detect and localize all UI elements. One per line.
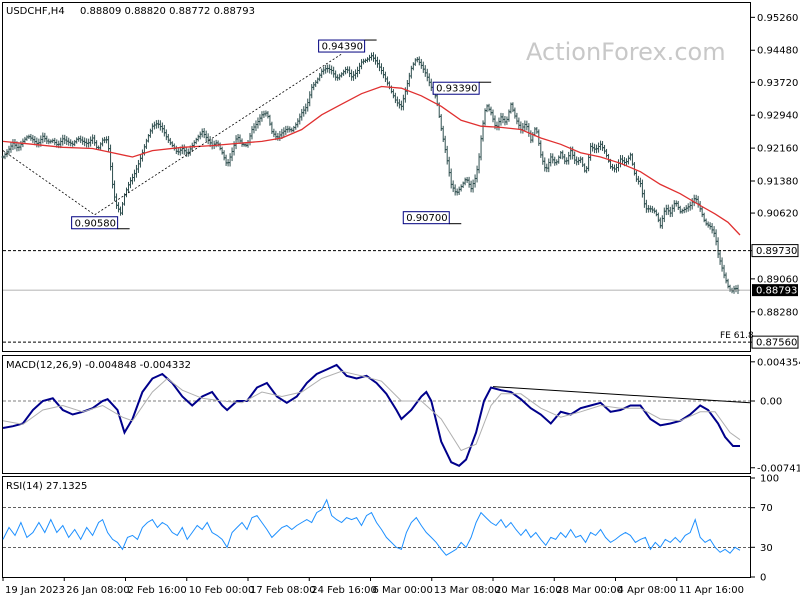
- price-annotations: 0.94390 0.93390 0.90580 0.90700: [71, 39, 492, 230]
- swing-label-box: [71, 216, 119, 230]
- x-tick-label: 19 Jan 2023: [5, 585, 65, 596]
- x-tick-label: 13 Mar 08:00: [434, 585, 501, 596]
- rsi-panel-frame: [2, 476, 751, 578]
- rsi-y-tick-label: 100: [760, 474, 779, 485]
- price-y-tick-label: 0.93720: [757, 78, 798, 89]
- price-y-tick-label: 0.94480: [757, 46, 798, 57]
- x-tick-label: 20 Mar 16:00: [495, 585, 562, 596]
- macd-panel-frame: [2, 355, 751, 474]
- x-tick-label: 28 Mar 00:00: [556, 585, 623, 596]
- macd-lines: [2, 363, 750, 467]
- level-badge: [751, 335, 799, 349]
- macd-y-tick-label: 0.00: [760, 397, 782, 408]
- rsi-title: RSI(14) 27.1325: [6, 481, 87, 492]
- moving-average-path: [2, 85, 741, 236]
- x-tick-label: 2 Feb 16:00: [128, 585, 187, 596]
- macd-y-axis: 0.004354 0.00 -0.007417: [750, 357, 800, 474]
- macd-title: MACD(12,26,9) -0.004848 -0.004332: [6, 360, 191, 371]
- swing-label-text: 0.94390: [322, 42, 363, 53]
- rsi-y-tick-label: 70: [760, 503, 773, 514]
- macd-trendline: [492, 386, 750, 404]
- price-bars: [1, 52, 740, 295]
- swing-label-box: [432, 81, 480, 95]
- time-x-axis: 19 Jan 2023 26 Jan 08:002 Feb 16:00 10 Feb…: [2, 577, 744, 596]
- macd-signal-line: [2, 370, 741, 452]
- x-tick-label: 4 Apr 08:00: [618, 585, 677, 596]
- rsi-line: [2, 498, 741, 556]
- current-price-label: 0.88793: [756, 286, 797, 297]
- price-y-tick-label: 0.90620: [757, 209, 798, 220]
- x-tick-label: 17 Feb 08:00: [250, 585, 316, 596]
- zigzag-line: [2, 53, 342, 216]
- swing-label-box: [402, 211, 450, 225]
- rsi-y-tick-label: 0: [760, 573, 766, 584]
- swing-label-box: [318, 39, 366, 53]
- rsi-y-tick-label: 30: [760, 543, 773, 554]
- rsi-lines: [2, 498, 750, 556]
- price-y-tick-label: 0.91380: [757, 177, 798, 188]
- level-note: FE 61.8: [720, 331, 754, 341]
- x-tick-label: 24 Feb 16:00: [311, 585, 377, 596]
- price-y-tick-label: 0.88280: [757, 307, 798, 318]
- swing-label-text: 0.90580: [75, 218, 116, 229]
- price-y-tick-label: 0.89060: [757, 274, 798, 285]
- price-y-tick-label: 0.95260: [757, 13, 798, 24]
- macd-y-tick-label: -0.007417: [757, 463, 800, 474]
- macd-line: [2, 363, 740, 467]
- swing-label-text: 0.93390: [436, 84, 477, 95]
- price-y-tick-label: 0.92160: [757, 144, 798, 155]
- moving-average-line: [2, 85, 741, 236]
- price-y-tick-label: 0.92940: [757, 111, 798, 122]
- price-y-axis: 0.95260 0.94480 0.93720 0.92940 0.92160 0.913…: [750, 13, 798, 318]
- chart-symbol-title: USDCHF,H4: [6, 6, 65, 17]
- current-price-badge: [752, 284, 798, 297]
- level-label: 0.89730: [756, 246, 797, 257]
- level-badge: [751, 244, 799, 258]
- watermark-text: ActionForex.com: [526, 38, 726, 66]
- swing-label-text: 0.90700: [406, 213, 447, 224]
- x-tick-label: 6 Mar 00:00: [373, 585, 433, 596]
- x-tick-label: 10 Feb 00:00: [189, 585, 255, 596]
- level-label: 0.87560: [756, 338, 797, 349]
- rsi-y-axis: 100 70 30 0: [750, 474, 779, 584]
- chart-ohlc-values: 0.88809 0.88820 0.88772 0.88793: [80, 6, 255, 17]
- x-tick-label: 26 Jan 08:00: [66, 585, 129, 596]
- zigzag-path: [2, 53, 342, 216]
- macd-y-tick-label: 0.004354: [757, 357, 800, 368]
- x-tick-label: 11 Apr 16:00: [679, 585, 744, 596]
